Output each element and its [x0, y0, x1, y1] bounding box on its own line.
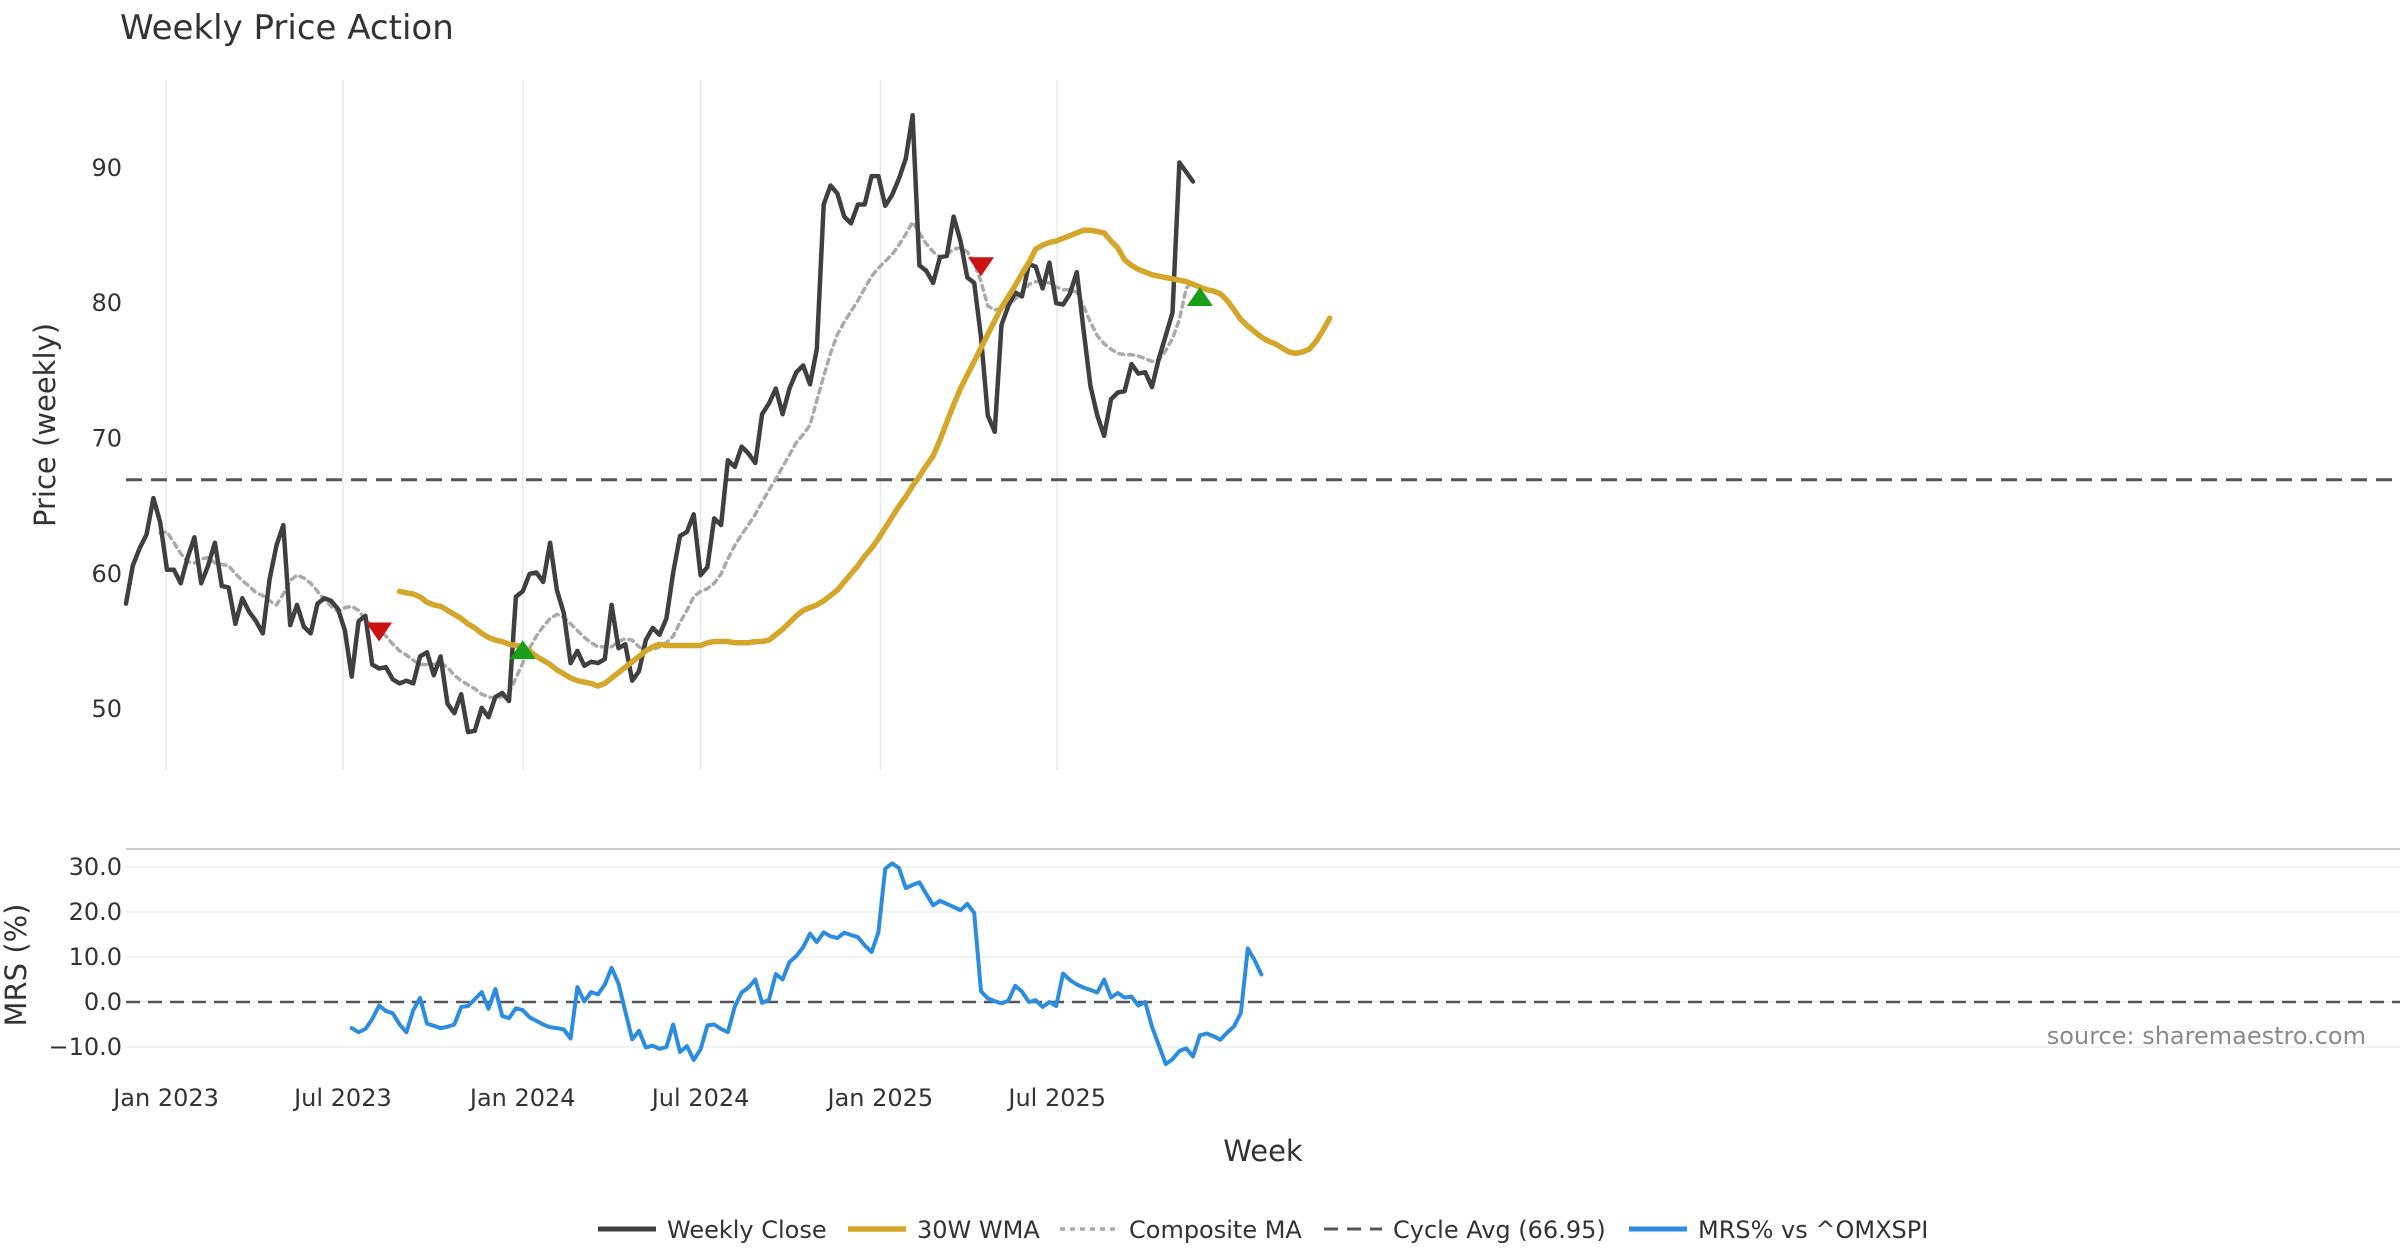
legend-label: 30W WMA	[917, 1216, 1040, 1244]
legend-label: Cycle Avg (66.95)	[1393, 1216, 1606, 1244]
y-tick-label: 70	[91, 425, 122, 453]
chart-title: Weekly Price Action	[120, 8, 454, 48]
lower-y-axis-title: MRS (%)	[0, 904, 33, 1027]
legend: Weekly Close 30W WMA Composite MA Cycle Avg…	[598, 1216, 1928, 1244]
x-axis-title: Week	[1223, 1134, 1303, 1168]
legend-label: MRS% vs ^OMXSPI	[1698, 1216, 1928, 1244]
lower-y-tick-label: 0.0	[84, 988, 122, 1016]
sell-signal-marker	[366, 622, 393, 642]
price-y-ticks: 50 60 70 80 90	[91, 154, 122, 723]
mrs-y-ticks: 30.0 20.0 10.0 0.0 −10.0	[48, 853, 122, 1061]
x-tick-label: Jul 2024	[650, 1084, 750, 1112]
legend-label: Composite MA	[1129, 1216, 1302, 1244]
x-ticks: Jan 2023 Jul 2023 Jan 2024 Jul 2024 Jan 2025…	[111, 1084, 1106, 1112]
vertical-grid	[165, 80, 1058, 770]
wma-line	[396, 227, 1333, 689]
weekly-close-line	[123, 112, 1196, 735]
y-tick-label: 80	[91, 289, 122, 317]
lower-panel-grid	[126, 866, 2400, 1048]
mrs-line	[349, 861, 1264, 1067]
lower-y-tick-label: 20.0	[69, 898, 122, 926]
y-tick-label: 60	[91, 560, 122, 588]
signal-layer	[366, 257, 1213, 660]
lower-y-tick-label: 10.0	[69, 943, 122, 971]
lower-y-tick-label: 30.0	[69, 853, 122, 881]
y-axis-title: Price (weekly)	[28, 323, 62, 527]
x-tick-label: Jan 2024	[468, 1084, 576, 1112]
x-tick-label: Jul 2023	[292, 1084, 392, 1112]
source-annotation: source: sharemaestro.com	[2047, 1022, 2366, 1050]
x-tick-label: Jul 2025	[1006, 1084, 1106, 1112]
buy-signal-marker	[509, 640, 536, 660]
x-tick-label: Jan 2025	[826, 1084, 934, 1112]
lower-y-tick-label: −10.0	[48, 1033, 122, 1061]
composite-ma-line	[158, 220, 1195, 701]
sell-signal-marker	[968, 257, 994, 277]
buy-signal-marker	[1186, 286, 1213, 306]
y-tick-label: 90	[91, 154, 122, 182]
x-tick-label: Jan 2023	[111, 1084, 219, 1112]
legend-label: Weekly Close	[667, 1216, 827, 1244]
series-layer	[123, 112, 1333, 1067]
y-tick-label: 50	[91, 695, 122, 723]
